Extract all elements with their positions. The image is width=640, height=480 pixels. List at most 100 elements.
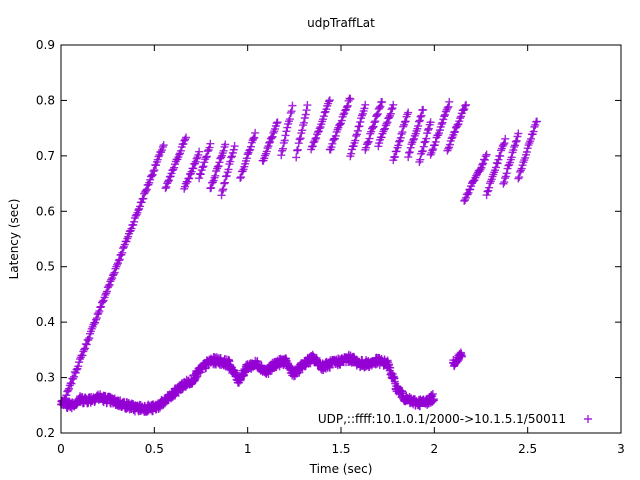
data-point (461, 193, 470, 202)
data-point (249, 134, 258, 143)
data-point (295, 135, 304, 144)
data-point (424, 124, 433, 133)
data-point (415, 116, 424, 125)
data-point (119, 244, 128, 253)
data-point (164, 177, 173, 186)
data-point (335, 121, 344, 130)
data-point (352, 131, 361, 140)
data-point (390, 152, 399, 161)
data-point (300, 114, 309, 123)
data-point (462, 100, 471, 109)
data-point (482, 150, 491, 159)
data-point (360, 104, 369, 113)
data-point (309, 138, 318, 147)
data-point (515, 173, 524, 182)
data-point (203, 147, 212, 156)
data-point (214, 162, 223, 171)
data-point (401, 117, 410, 126)
data-point (409, 135, 418, 144)
x-tick-label: 1 (244, 442, 252, 456)
data-point (292, 153, 301, 162)
data-point (149, 167, 158, 176)
data-point (419, 142, 428, 151)
data-point (407, 140, 416, 149)
data-point (89, 320, 98, 329)
data-point (325, 96, 334, 105)
data-point (92, 314, 101, 323)
data-point (162, 182, 171, 191)
y-tick-label: 0.9 (36, 38, 55, 52)
data-point (385, 113, 394, 122)
data-point (514, 174, 523, 183)
data-point (192, 154, 201, 163)
data-point (461, 101, 470, 110)
data-point (202, 153, 211, 162)
data-point (103, 287, 112, 296)
legend-label: UDP,::ffff:10.1.0.1/2000->10.1.5.1/50011 (318, 412, 566, 426)
data-point (261, 151, 270, 160)
data-point (533, 117, 541, 126)
data-point (313, 128, 322, 137)
data-point (468, 177, 477, 186)
data-point (215, 158, 224, 167)
data-point (445, 97, 454, 106)
data-point (190, 159, 199, 168)
data-point (263, 144, 272, 153)
data-point (205, 143, 214, 152)
data-point (353, 126, 362, 135)
data-point (85, 334, 94, 343)
y-tick-label: 0.2 (36, 426, 55, 440)
data-point (516, 166, 525, 175)
data-point (370, 118, 379, 127)
data-point (170, 163, 179, 172)
data-point (217, 153, 226, 162)
data-point (472, 171, 481, 180)
x-tick-label: 2.5 (518, 442, 537, 456)
data-point (395, 137, 404, 146)
data-point (105, 280, 114, 289)
data-point (378, 97, 387, 106)
data-point (352, 130, 361, 139)
data-point (70, 372, 79, 381)
data-point (416, 112, 425, 121)
data-point (429, 145, 438, 154)
y-tick-label: 0.7 (36, 149, 55, 163)
data-point (481, 152, 490, 161)
x-tick-label: 0.5 (145, 442, 164, 456)
data-point (218, 186, 227, 195)
data-point (147, 171, 156, 180)
data-point (265, 138, 274, 147)
data-point (293, 146, 302, 155)
data-point (242, 154, 251, 163)
data-point (202, 152, 211, 161)
data-point (456, 114, 465, 123)
data-point (111, 264, 120, 273)
data-point (287, 107, 296, 116)
data-point (511, 141, 520, 150)
data-point (478, 160, 487, 169)
data-point (210, 173, 219, 182)
data-point (380, 125, 389, 134)
data-point (95, 307, 104, 316)
data-point (397, 129, 406, 138)
data-point (440, 112, 449, 121)
points-layer (57, 94, 541, 416)
data-point (141, 186, 150, 195)
data-point (524, 141, 533, 150)
data-point (112, 262, 121, 271)
data-point (245, 146, 254, 155)
data-point (101, 290, 110, 299)
data-point (301, 110, 310, 119)
data-point (479, 159, 488, 168)
data-point (250, 133, 259, 142)
data-point (277, 151, 286, 160)
data-point (337, 116, 346, 125)
data-point (365, 134, 374, 143)
data-point (221, 178, 230, 187)
data-point (224, 165, 233, 174)
data-point (494, 155, 503, 164)
data-point (302, 106, 311, 115)
data-point (399, 122, 408, 131)
data-point (84, 335, 93, 344)
data-point (281, 131, 290, 140)
